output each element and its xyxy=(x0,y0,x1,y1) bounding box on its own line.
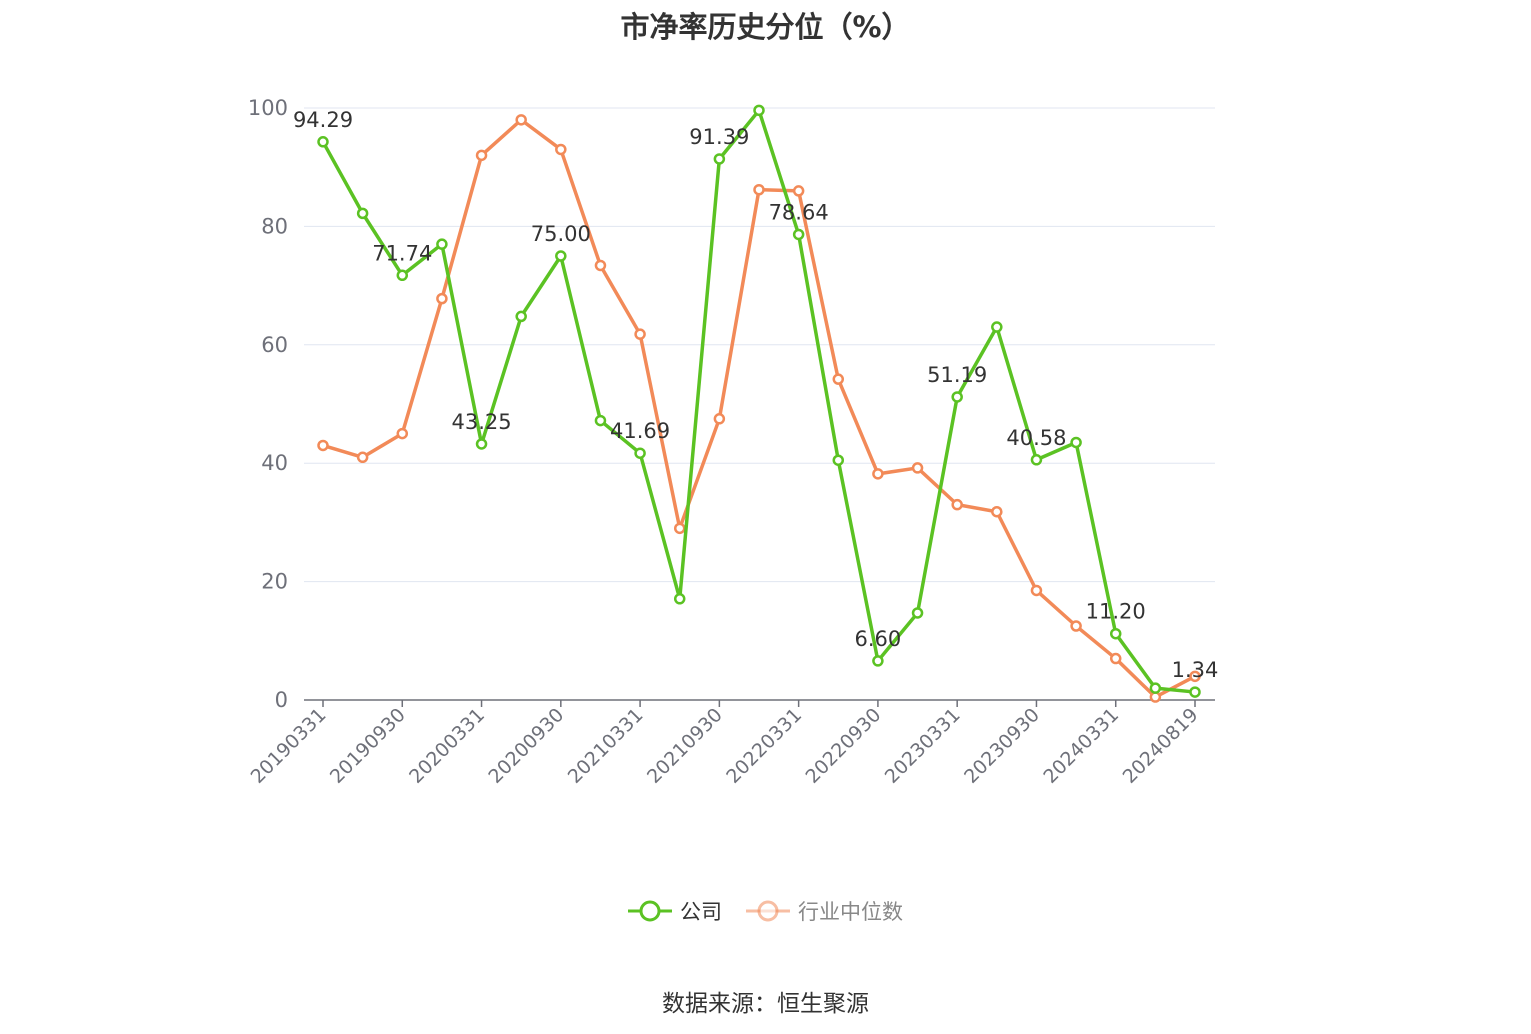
data-point-industry-median xyxy=(317,439,329,452)
data-point-company xyxy=(1149,682,1162,694)
data-label: 51.19 xyxy=(927,363,987,387)
data-point-company xyxy=(872,655,884,667)
data-point-industry-median xyxy=(872,468,884,480)
data-label: 43.25 xyxy=(451,410,511,434)
x-tick-label: 20210331 xyxy=(564,704,648,788)
data-point-industry-median xyxy=(713,413,726,425)
data-label: 41.69 xyxy=(610,419,670,443)
legend: 公司 行业中位数 xyxy=(0,896,1531,926)
data-point-industry-median xyxy=(673,522,686,535)
x-tick-label: 20190331 xyxy=(247,704,331,788)
legend-item-company[interactable]: 公司 xyxy=(628,896,722,926)
y-tick-label: 20 xyxy=(261,570,288,594)
data-label: 94.29 xyxy=(293,108,353,132)
data-label: 75.00 xyxy=(531,222,591,246)
data-point-industry-median xyxy=(594,259,607,272)
data-point-company xyxy=(555,250,567,262)
data-point-company xyxy=(396,269,409,282)
data-point-industry-median xyxy=(1109,652,1122,665)
axis-layer: 0 20 40 60 80 100 2019033120190930202003312020… xyxy=(247,96,1215,788)
data-point-industry-median xyxy=(515,114,527,126)
data-label: 78.64 xyxy=(769,200,829,224)
data-point-company xyxy=(673,593,686,605)
y-tick-label: 0 xyxy=(275,688,288,712)
data-point-company xyxy=(991,321,1003,333)
data-point-industry-median xyxy=(356,451,369,464)
data-point-company xyxy=(753,104,765,117)
data-label: 1.34 xyxy=(1172,658,1219,682)
series-line-industry-median xyxy=(322,118,1196,699)
data-point-company xyxy=(1030,454,1043,466)
y-tick-label: 60 xyxy=(261,333,288,357)
x-tick-label: 20230331 xyxy=(881,704,965,788)
data-label: 6.60 xyxy=(855,627,902,651)
data-point-industry-median xyxy=(634,328,646,340)
data-point-industry-median xyxy=(792,185,805,197)
legend-marker-industry-median xyxy=(746,900,790,922)
data-point-industry-median xyxy=(555,143,567,156)
y-tick-label: 40 xyxy=(261,451,288,475)
x-tick-label: 20200331 xyxy=(405,704,489,788)
series-layer xyxy=(317,104,1201,703)
data-point-industry-median xyxy=(1030,584,1043,597)
x-tick-label: 20200930 xyxy=(484,704,568,788)
legend-item-industry-median[interactable]: 行业中位数 xyxy=(746,896,903,926)
data-point-company xyxy=(792,228,805,241)
y-tick-label: 80 xyxy=(261,214,288,238)
data-point-company xyxy=(436,238,448,250)
data-point-company xyxy=(356,207,369,220)
data-point-company xyxy=(832,454,845,466)
data-label-layer: 94.29 71.74 43.25 75.00 41.69 91.39 78.64 6.60 5… xyxy=(293,108,1218,682)
grid-layer xyxy=(304,107,1215,583)
data-label: 40.58 xyxy=(1006,426,1066,450)
x-tick-label: 20230930 xyxy=(960,704,1044,788)
legend-label-industry-median: 行业中位数 xyxy=(798,900,903,924)
y-tick-label: 100 xyxy=(248,96,288,120)
data-point-industry-median xyxy=(911,462,924,474)
data-source: 数据来源：恒生聚源 xyxy=(662,991,869,1017)
data-point-company xyxy=(1070,436,1082,449)
data-point-industry-median xyxy=(832,373,845,385)
data-point-company xyxy=(911,607,924,619)
data-point-industry-median xyxy=(951,498,963,511)
data-point-company xyxy=(594,414,607,427)
data-label: 91.39 xyxy=(689,125,749,149)
data-point-industry-median xyxy=(396,427,409,440)
data-label: 71.74 xyxy=(372,241,432,265)
data-point-industry-median xyxy=(475,149,488,162)
legend-label-company: 公司 xyxy=(680,900,722,924)
x-tick-label: 20220930 xyxy=(801,704,885,788)
data-point-company xyxy=(475,438,488,450)
data-point-company xyxy=(634,447,646,459)
data-point-industry-median xyxy=(753,183,765,196)
data-point-company xyxy=(951,391,963,403)
data-point-industry-median xyxy=(1070,620,1082,632)
data-point-company xyxy=(713,153,726,165)
data-point-company xyxy=(515,310,527,323)
x-tick-label: 20240331 xyxy=(1039,704,1123,788)
data-point-industry-median xyxy=(1189,670,1201,683)
data-point-company xyxy=(1109,627,1122,640)
x-tick-label: 20240819 xyxy=(1119,704,1203,788)
x-tick-label: 20220331 xyxy=(722,704,806,788)
data-point-industry-median xyxy=(991,505,1003,518)
data-label: 11.20 xyxy=(1086,600,1146,624)
chart-title: 市净率历史分位（%） xyxy=(620,10,911,44)
data-point-company xyxy=(1189,686,1201,698)
legend-marker-company xyxy=(628,900,672,922)
data-point-industry-median xyxy=(436,292,448,305)
x-tick-label: 20210930 xyxy=(643,704,727,788)
data-point-company xyxy=(317,136,329,148)
x-tick-label: 20190930 xyxy=(326,704,410,788)
